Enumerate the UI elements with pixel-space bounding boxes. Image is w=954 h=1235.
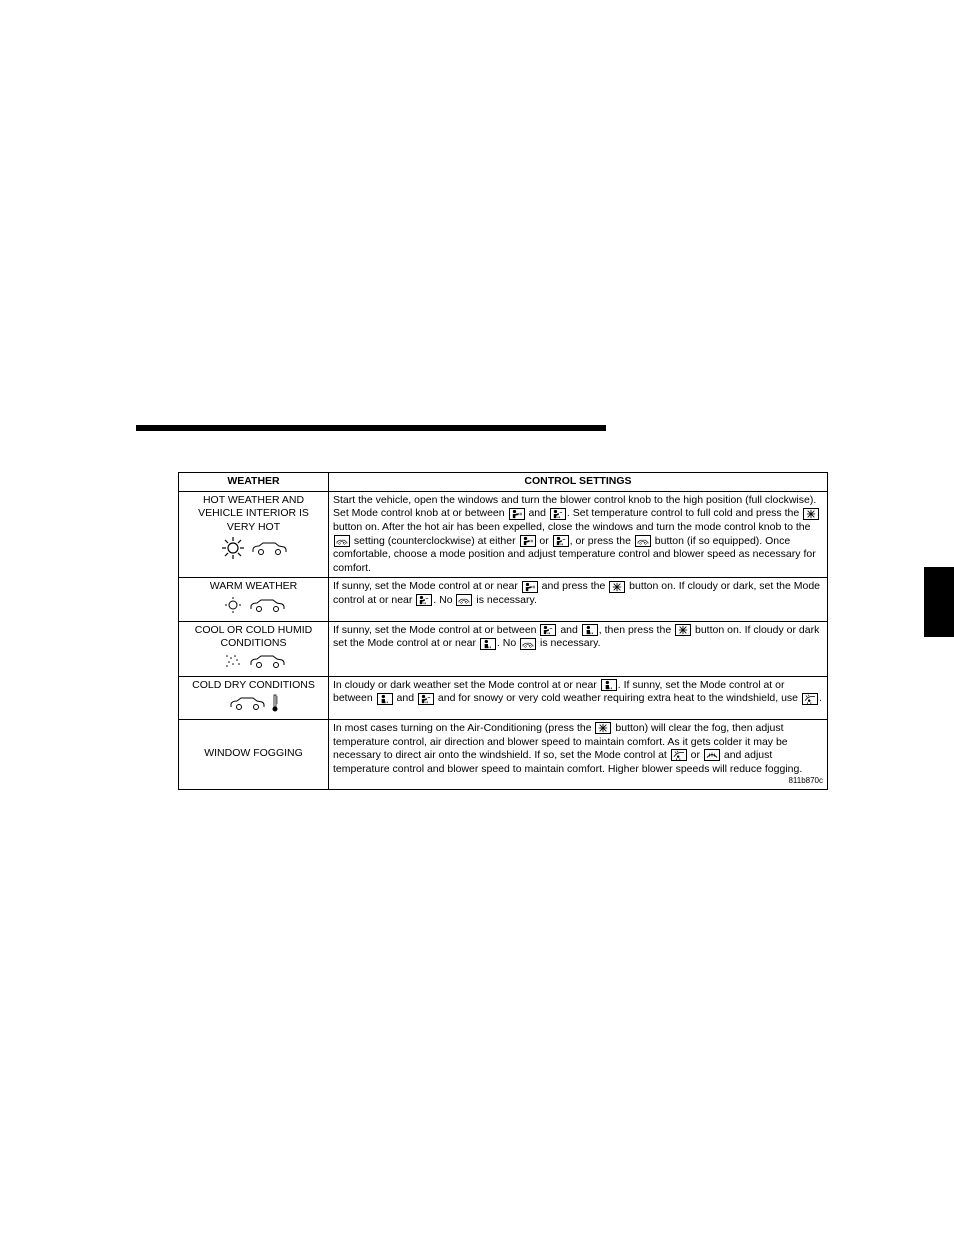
weather-label: WINDOW FOGGING (204, 747, 303, 761)
floor-icon (480, 638, 496, 650)
settings-cell: In most cases turning on the Air-Conditi… (329, 720, 827, 789)
footer-code: 811b870c (788, 776, 823, 786)
snowflake-icon (803, 508, 819, 520)
face-vent-icon (509, 508, 525, 520)
settings-cell: If sunny, set the Mode control at or bet… (329, 622, 827, 676)
mix-icon (802, 693, 818, 705)
table-row: WINDOW FOGGING In most cases turning on … (179, 720, 827, 789)
settings-cell: Start the vehicle, open the windows and … (329, 492, 827, 578)
weather-icons (223, 653, 285, 674)
weather-cell-cool: COOL OR COLD HUMID CONDITIONS (179, 622, 329, 676)
table-header-row: WEATHER CONTROL SETTINGS (179, 473, 827, 492)
weather-label: WARM WEATHER (210, 580, 298, 594)
table-row: COOL OR COLD HUMID CONDITIONS If sunny, … (179, 622, 827, 677)
weather-label: COLD DRY CONDITIONS (192, 679, 315, 693)
bi-level-icon (418, 693, 434, 705)
snowflake-icon (595, 722, 611, 734)
car-icon (251, 540, 287, 561)
snowflake-icon (675, 624, 691, 636)
weather-label: COOL OR COLD HUMID CONDITIONS (183, 624, 324, 651)
weather-icons (223, 596, 285, 619)
recirc-icon (520, 638, 536, 650)
bi-level-icon (553, 535, 569, 547)
floor-icon (582, 624, 598, 636)
weather-cell-hot: HOT WEATHER AND VEHICLE INTERIOR IS VERY… (179, 492, 329, 578)
mix-icon (671, 749, 687, 761)
bi-level-icon (416, 594, 432, 606)
side-tab-marker (924, 567, 954, 637)
defrost-icon (704, 749, 720, 761)
snowflake-icon (609, 581, 625, 593)
table-row: WARM WEATHER If sunny, set the Mode cont… (179, 578, 827, 621)
thermometer-icon (271, 694, 279, 717)
recirc-icon (635, 535, 651, 547)
floor-icon (601, 679, 617, 691)
recirc-icon (334, 535, 350, 547)
car-icon (249, 653, 285, 674)
table-row: COLD DRY CONDITIONS In cloudy or dark we… (179, 677, 827, 720)
rain-icon (223, 653, 243, 674)
face-vent-icon (522, 581, 538, 593)
climate-control-table: WEATHER CONTROL SETTINGS HOT WEATHER AND… (178, 472, 828, 790)
face-vent-icon (520, 535, 536, 547)
settings-cell: If sunny, set the Mode control at or nea… (329, 578, 827, 620)
header-divider-bar (136, 425, 606, 431)
car-icon (229, 695, 265, 716)
weather-label: HOT WEATHER AND VEHICLE INTERIOR IS VERY… (183, 494, 324, 535)
weather-cell-cold: COLD DRY CONDITIONS (179, 677, 329, 719)
weather-icons (229, 694, 279, 717)
table-row: HOT WEATHER AND VEHICLE INTERIOR IS VERY… (179, 492, 827, 579)
header-settings: CONTROL SETTINGS (329, 473, 827, 491)
weather-cell-fog: WINDOW FOGGING (179, 720, 329, 789)
header-weather: WEATHER (179, 473, 329, 491)
settings-cell: In cloudy or dark weather set the Mode c… (329, 677, 827, 719)
floor-icon (377, 693, 393, 705)
car-icon (249, 597, 285, 618)
sun-icon (223, 596, 243, 619)
weather-cell-warm: WARM WEATHER (179, 578, 329, 620)
recirc-icon (456, 594, 472, 606)
sun-hot-icon (221, 537, 245, 564)
bi-level-icon (540, 624, 556, 636)
weather-icons (221, 537, 287, 564)
bi-level-icon (550, 508, 566, 520)
